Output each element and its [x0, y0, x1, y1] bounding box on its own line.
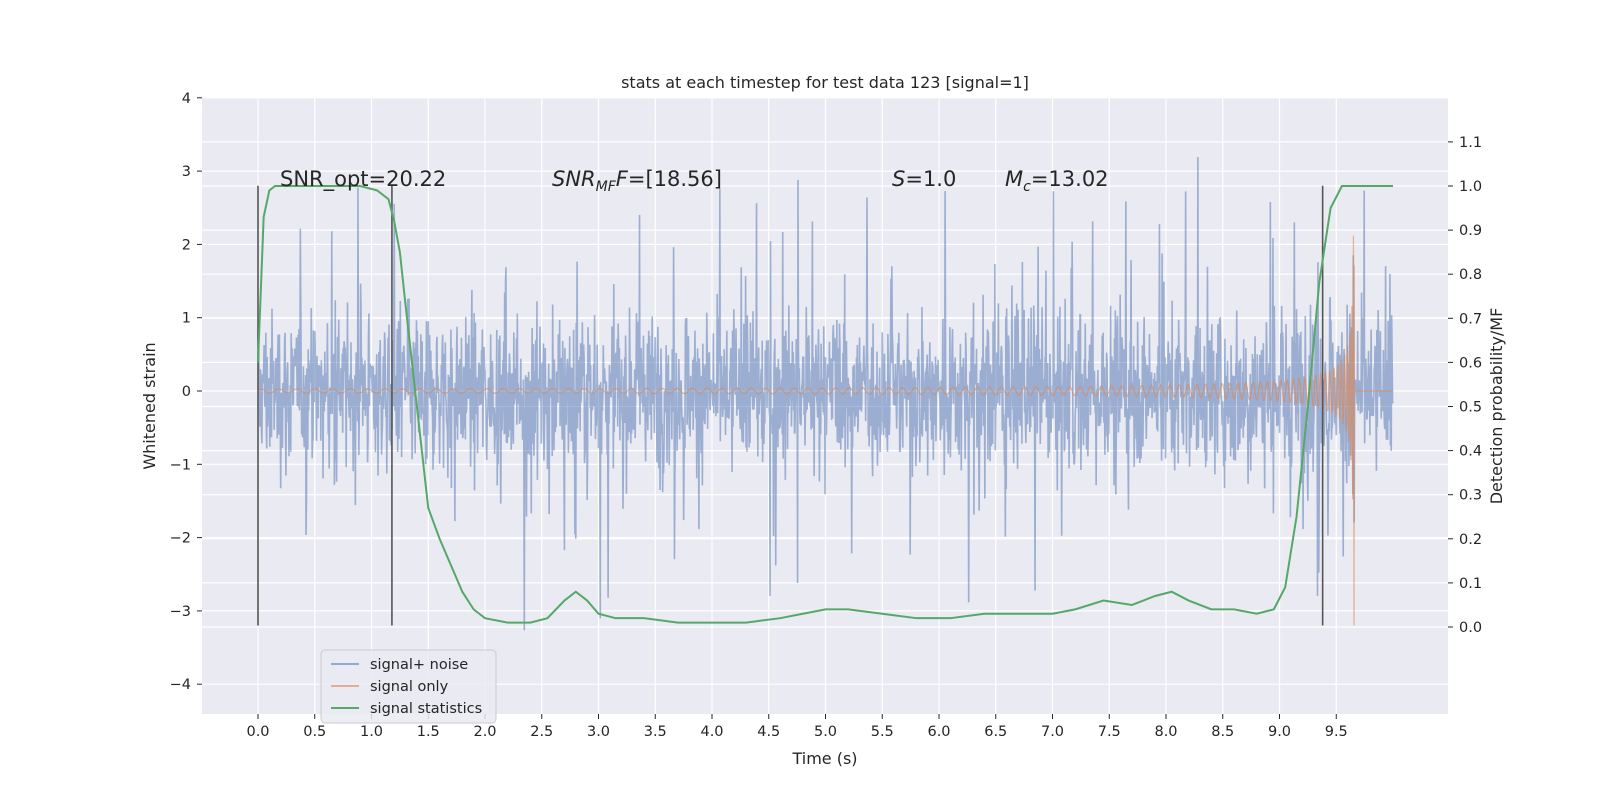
x-tick-label: 4.0 — [700, 724, 723, 740]
y2-tick-label: 0.8 — [1459, 267, 1482, 283]
y-tick-label: 0 — [182, 384, 191, 400]
y2-axis-label: Detection probability/MF — [1487, 308, 1506, 505]
y-tick-label: 3 — [182, 164, 191, 180]
mc-rest: =13.02 — [1031, 167, 1109, 191]
x-tick-label: 7.5 — [1098, 724, 1121, 740]
y-tick-label: 2 — [182, 237, 191, 253]
legend-box — [320, 649, 497, 724]
legend: signal+ noise signal only signal statist… — [320, 649, 497, 724]
y2-tick-label: 0.1 — [1459, 576, 1482, 592]
y2-tick-label: 0.5 — [1459, 400, 1482, 416]
y2-axis-ticks: 1.1 1.0 0.9 0.8 0.7 0.6 0.5 0.4 0.3 0.2 0.1 0.0 — [1448, 135, 1482, 636]
snr-mf-rest: =[18.56] — [628, 167, 722, 191]
y2-tick-label: 0.3 — [1459, 488, 1482, 504]
x-tick-label: 3.5 — [644, 724, 667, 740]
annotation-snr-mf: SNRMFF=[18.56] — [552, 167, 722, 195]
x-tick-label: 1.0 — [360, 724, 383, 740]
annotation-snr-opt: SNR_opt=20.22 — [280, 167, 446, 192]
noise-trace — [257, 156, 1394, 631]
mc-base: M — [1005, 167, 1023, 191]
s-base: S — [892, 167, 905, 191]
chart-title: stats at each timestep for test data 123… — [621, 73, 1029, 92]
mc-sub: c — [1023, 179, 1031, 195]
series-signal-only — [257, 235, 1393, 626]
x-tick-label: 9.0 — [1268, 724, 1291, 740]
x-tick-label: 5.5 — [871, 724, 894, 740]
legend-label-noise: signal+ noise — [370, 657, 468, 673]
x-tick-label: 5.0 — [814, 724, 837, 740]
y-axis-label: Whitened strain — [140, 342, 159, 469]
x-tick-label: 1.5 — [417, 724, 440, 740]
snr-mf-f: F — [616, 167, 629, 191]
snr-mf-base: SNR — [552, 167, 596, 191]
legend-label-stats: signal statistics — [370, 701, 482, 717]
stats-line — [257, 185, 1393, 624]
x-tick-label: 6.5 — [984, 724, 1007, 740]
y2-tick-label: 0.2 — [1459, 532, 1482, 548]
x-tick-label: 0.5 — [303, 724, 326, 740]
annotation-s: S=1.0 — [892, 167, 956, 191]
y-tick-label: 1 — [182, 311, 191, 327]
y2-tick-label: 0.7 — [1459, 311, 1482, 327]
y2-tick-label: 0.6 — [1459, 355, 1482, 371]
y2-tick-label: 0.4 — [1459, 444, 1482, 460]
y2-tick-label: 0.9 — [1459, 223, 1482, 239]
x-tick-label: 7.0 — [1041, 724, 1064, 740]
snr-mf-sub: MF — [596, 179, 617, 195]
y-tick-label: −4 — [170, 677, 191, 693]
legend-label-signal: signal only — [370, 679, 449, 695]
y-tick-label: −1 — [170, 457, 191, 473]
series-signal-noise — [257, 156, 1394, 631]
x-tick-label: 6.0 — [927, 724, 950, 740]
x-tick-label: 2.5 — [530, 724, 553, 740]
series-signal-statistics — [257, 185, 1393, 624]
y-tick-label: −2 — [170, 531, 191, 547]
y-tick-label: −3 — [170, 604, 191, 620]
x-tick-label: 0.0 — [246, 724, 269, 740]
y2-tick-label: 1.1 — [1459, 135, 1482, 151]
x-tick-label: 8.5 — [1211, 724, 1234, 740]
x-tick-label: 4.5 — [757, 724, 780, 740]
y2-tick-label: 0.0 — [1459, 620, 1482, 636]
y-tick-label: 4 — [182, 91, 191, 107]
x-tick-label: 2.0 — [473, 724, 496, 740]
chirp-trace — [257, 235, 1393, 626]
x-tick-label: 8.0 — [1154, 724, 1177, 740]
x-axis-ticks: 0.0 0.5 1.0 1.5 2.0 2.5 3.0 3.5 4.0 4.5 5.0 5.5 6.0 6… — [246, 714, 1348, 740]
y-axis-ticks: 4 3 2 1 0 −1 −2 −3 −4 — [170, 91, 202, 693]
x-axis-label: Time (s) — [791, 749, 857, 768]
annotation-mc: Mc=13.02 — [1005, 167, 1109, 195]
x-tick-label: 3.0 — [587, 724, 610, 740]
x-tick-label: 9.5 — [1325, 724, 1348, 740]
s-rest: =1.0 — [905, 167, 956, 191]
y2-tick-label: 1.0 — [1459, 179, 1482, 195]
